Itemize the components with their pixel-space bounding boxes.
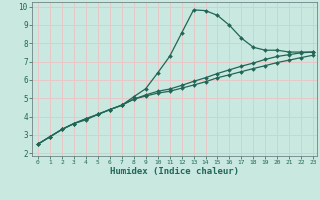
X-axis label: Humidex (Indice chaleur): Humidex (Indice chaleur) — [110, 167, 239, 176]
